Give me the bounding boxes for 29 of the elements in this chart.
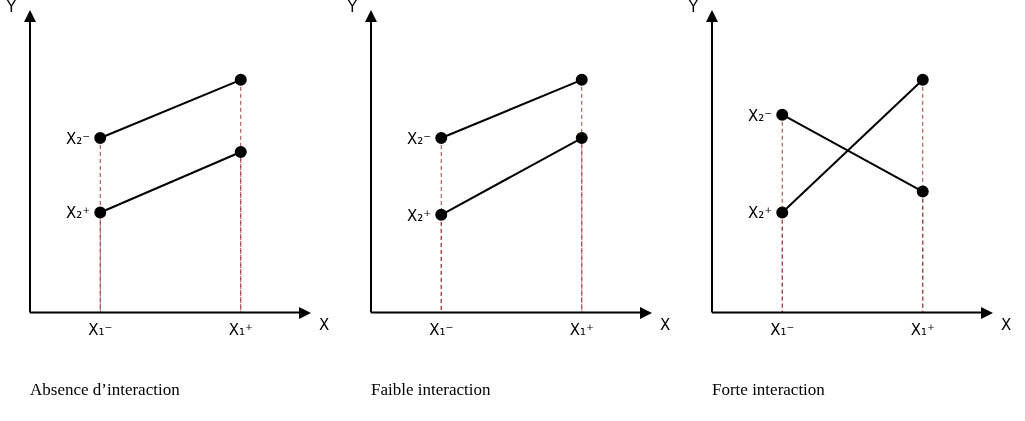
x-tick-label: X₁⁺ xyxy=(228,321,253,340)
series-label: X₂⁺ xyxy=(407,206,432,225)
point xyxy=(234,73,247,86)
series-label: X₂⁺ xyxy=(66,204,91,223)
x-axis-title: X xyxy=(319,316,330,335)
point xyxy=(916,185,929,198)
x-tick-label: X₁⁺ xyxy=(910,321,935,340)
x-axis-title: X xyxy=(1001,316,1012,335)
point xyxy=(776,206,789,219)
text: Forte interaction xyxy=(712,380,826,400)
point xyxy=(234,145,247,158)
point xyxy=(94,206,107,219)
x-tick-label: X₁⁺ xyxy=(569,321,594,340)
y-axis-title: Y xyxy=(687,0,699,16)
y-axis-title: Y xyxy=(5,0,17,16)
series-label: X₂⁻ xyxy=(748,106,773,125)
text: Faible interaction xyxy=(371,380,491,400)
series-label: X₂⁻ xyxy=(66,129,91,148)
point xyxy=(776,108,789,121)
point xyxy=(916,73,929,86)
x-axis-title: X xyxy=(660,316,671,335)
series-label: X₂⁺ xyxy=(748,204,773,223)
point xyxy=(94,132,107,145)
x-tick-label: X₁⁻ xyxy=(429,321,454,340)
y-axis-title: Y xyxy=(346,0,358,16)
x-tick-label: X₁⁻ xyxy=(88,321,113,340)
x-tick-label: X₁⁻ xyxy=(770,321,795,340)
text: Absence d’interaction xyxy=(30,380,181,400)
series-label: X₂⁻ xyxy=(407,129,432,148)
